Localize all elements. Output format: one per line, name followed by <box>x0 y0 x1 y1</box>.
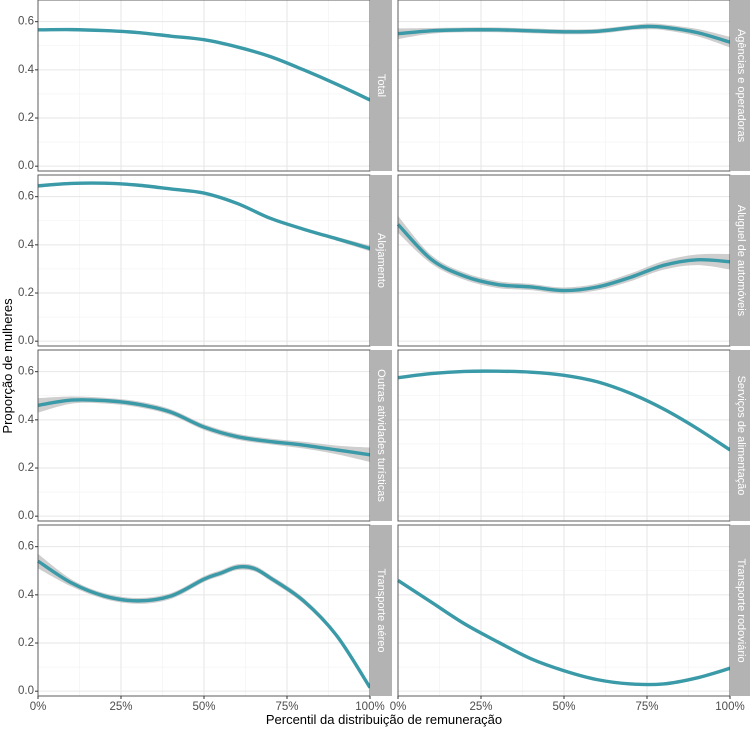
series-line <box>37 181 371 251</box>
facet-strip <box>370 0 392 171</box>
series-line <box>37 559 372 689</box>
series-line <box>397 369 731 452</box>
facet-label: Transporte aéreo <box>375 569 387 653</box>
y-tick-label: 0.4 <box>18 414 35 426</box>
x-tick-label: 25% <box>109 701 132 713</box>
x-tick-label: 50% <box>192 701 215 713</box>
x-tick-label: 25% <box>469 701 492 713</box>
facet-panel: Alojamento 0.0 0.2 0.4 0.6 <box>18 174 392 347</box>
facet-strip <box>730 175 750 346</box>
x-tick-label: 0% <box>390 701 407 713</box>
y-tick-label: 0.0 <box>18 510 34 522</box>
facet-label: Serviços de alimentação <box>735 376 747 496</box>
confidence-band <box>398 215 730 294</box>
x-tick-label: 100% <box>715 701 744 713</box>
facet-label: Agências e operadoras <box>735 29 747 143</box>
chart-panels: Total 0.0 0.2 0.4 0.6 Agências e operadoras Al… <box>18 0 750 713</box>
facet-label: Aluguel de automóveis <box>735 205 747 317</box>
y-tick-label: 0.2 <box>18 112 34 124</box>
facet-panel: Serviços de alimentação <box>397 349 750 522</box>
y-tick-label: 0.0 <box>18 685 34 697</box>
facet-label: Total <box>375 74 387 97</box>
facet-strip <box>370 175 392 346</box>
facet-panel: Transporte rodoviário 0% 25% 50% 75% 100% <box>390 524 750 713</box>
y-tick-label: 0.2 <box>18 287 34 299</box>
facet-strip <box>730 350 750 521</box>
facet-label: Transporte rodoviário <box>735 558 747 662</box>
y-tick-label: 0.2 <box>18 462 34 474</box>
y-tick-label: 0.4 <box>18 589 35 601</box>
facet-panel: Outras atividades turísticas 0.0 0.2 0.4 0.6 <box>18 349 392 522</box>
y-tick-label: 0.6 <box>18 541 34 553</box>
series-line <box>396 223 731 293</box>
series-line <box>397 578 731 687</box>
y-tick-label: 0.6 <box>18 16 34 28</box>
facet-panel: Transporte aéreo 0.0 0.2 0.4 0.6 0% 25% 50% 75% 1… <box>18 524 392 713</box>
x-tick-label: 75% <box>275 701 298 713</box>
x-tick-label: 0% <box>30 701 47 713</box>
x-tick-label: 100% <box>355 701 384 713</box>
x-axis-title: Percentil da distribuição de remuneração <box>266 712 502 727</box>
facet-panel: Aluguel de automóveis <box>396 174 750 347</box>
facet-label: Alojamento <box>375 233 387 288</box>
facet-panel: Total 0.0 0.2 0.4 0.6 <box>18 0 392 172</box>
facet-label: Outras atividades turísticas <box>375 369 387 502</box>
x-tick-label: 50% <box>552 701 575 713</box>
series-line <box>397 24 731 44</box>
y-axis-title: Proporção de mulheres <box>0 298 15 434</box>
confidence-band <box>38 396 370 462</box>
y-tick-label: 0.0 <box>18 335 34 347</box>
y-tick-label: 0.2 <box>18 637 34 649</box>
facet-strip <box>370 350 392 521</box>
y-tick-label: 0.4 <box>18 239 35 251</box>
facet-strip <box>370 525 392 696</box>
series-line <box>37 398 371 457</box>
y-tick-label: 0.0 <box>18 160 34 172</box>
facet-strip <box>730 525 750 696</box>
y-tick-label: 0.4 <box>18 64 35 76</box>
x-tick-label: 75% <box>635 701 658 713</box>
facet-strip <box>730 0 750 171</box>
y-tick-label: 0.6 <box>18 366 34 378</box>
series-line <box>37 27 371 102</box>
y-tick-label: 0.6 <box>18 191 34 203</box>
facet-panel: Agências e operadoras <box>397 0 750 172</box>
